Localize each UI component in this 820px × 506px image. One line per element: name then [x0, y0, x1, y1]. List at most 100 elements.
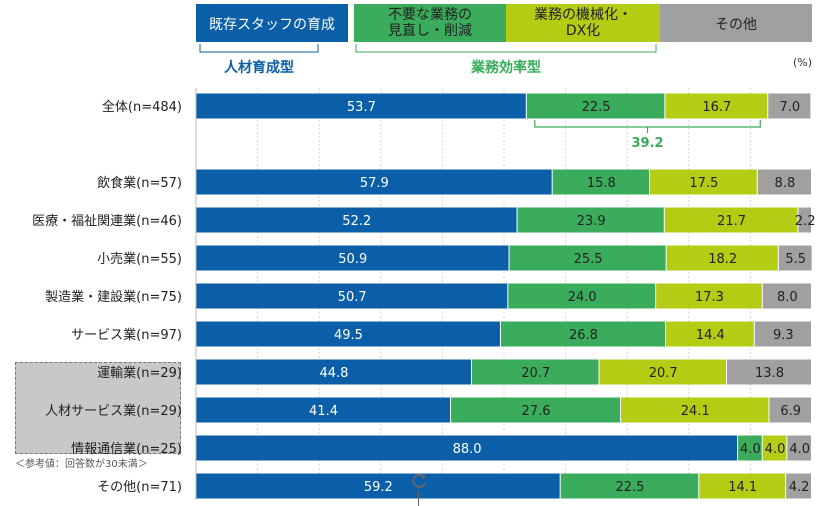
category-label: 全体(n=484): [102, 99, 182, 115]
category-label: 飲食業(n=57): [97, 175, 182, 191]
unit-label: (%): [793, 56, 812, 69]
value-label: 4.0: [765, 442, 786, 457]
bar-segment: [762, 283, 811, 309]
value-label: 8.8: [775, 176, 796, 191]
value-label: 5.5: [785, 252, 806, 267]
legend-label: その他: [715, 17, 757, 33]
value-label: 22.5: [615, 480, 644, 495]
value-label: 17.3: [695, 290, 724, 305]
bar-segment: [786, 473, 811, 499]
value-label: 27.6: [522, 404, 551, 419]
bar-segment: [649, 169, 757, 195]
bar-segment: [517, 207, 664, 233]
bar-segment: [526, 93, 665, 119]
legend-swatch: [196, 4, 348, 42]
bar-segment: [552, 169, 649, 195]
value-label: 20.7: [521, 366, 550, 381]
bar-segment: [196, 435, 738, 461]
value-label: 50.7: [338, 290, 367, 305]
value-label: 24.1: [681, 404, 710, 419]
value-label: 53.7: [347, 100, 376, 115]
legend-label: 見直し・削減: [388, 22, 472, 39]
bar-segment: [621, 397, 769, 423]
legend-label: DX化: [566, 23, 600, 39]
value-label: 49.5: [334, 328, 363, 343]
bar-segment: [768, 93, 811, 119]
value-label: 23.9: [577, 214, 606, 229]
category-label: 製造業・建設業(n=75): [45, 289, 182, 305]
bar-segment: [665, 93, 768, 119]
value-label: 4.0: [740, 442, 761, 457]
category-label: 人材サービス業(n=29): [45, 403, 182, 419]
reference-note: ＜参考値：回答数が30未満＞: [15, 459, 148, 470]
legend-label: 業務の機械化・: [534, 7, 632, 23]
bar-segment: [778, 245, 812, 271]
value-label: 16.7: [702, 100, 731, 115]
group-bracket: [199, 44, 319, 53]
category-label: 運輸業(n=29): [97, 365, 182, 381]
value-label: 20.7: [649, 366, 678, 381]
value-label: 26.8: [569, 328, 598, 343]
bar-segment: [196, 93, 526, 119]
bar-segment: [196, 359, 471, 385]
legend-label: 既存スタッフの育成: [209, 17, 335, 33]
bar-segment: [757, 169, 811, 195]
bar-segment: [509, 245, 666, 271]
cursor-stem: [418, 490, 419, 506]
category-label: サービス業(n=97): [71, 327, 182, 343]
value-label: 22.5: [582, 100, 611, 115]
legend-swatch: [660, 4, 812, 42]
bar-segment: [666, 245, 778, 271]
value-label: 15.8: [587, 176, 616, 191]
bar-segment: [508, 283, 656, 309]
bar-segment: [762, 435, 787, 461]
annotation-label: 39.2: [631, 136, 663, 151]
value-label: 13.8: [755, 366, 784, 381]
bar-segment: [726, 359, 811, 385]
bar-segment: [738, 435, 762, 461]
bar-segment: [196, 397, 451, 423]
value-label: 6.9: [780, 404, 801, 419]
category-label: 情報通信業(n=25): [71, 441, 182, 457]
value-label: 52.2: [342, 214, 371, 229]
value-label: 4.2: [789, 480, 810, 495]
group-label: 業務効率型: [470, 59, 541, 76]
bar-segment: [769, 397, 811, 423]
value-label: 18.2: [708, 252, 737, 267]
value-label: 44.8: [320, 366, 349, 381]
value-label: 88.0: [453, 442, 482, 457]
bar-segment: [196, 473, 560, 499]
bar-segment: [656, 283, 762, 309]
bar-segment: [451, 397, 621, 423]
value-label: 7.0: [779, 100, 800, 115]
legend-swatch: [354, 4, 506, 42]
bar-segment: [787, 435, 811, 461]
bar-segment: [471, 359, 599, 385]
bar-segment: [196, 321, 500, 347]
value-label: 59.2: [364, 480, 393, 495]
bar-segment: [196, 207, 517, 233]
value-label: 2.2: [795, 214, 816, 229]
value-label: 14.1: [728, 480, 757, 495]
category-label: 小売業(n=55): [97, 251, 182, 267]
bar-segment: [196, 245, 509, 271]
bar-segment: [754, 321, 811, 347]
legend-label: 不要な業務の: [388, 7, 472, 23]
annotation-bracket: [534, 120, 761, 133]
value-label: 57.9: [360, 176, 389, 191]
rotate-cursor-icon: [412, 473, 426, 488]
group-label: 人材育成型: [224, 59, 294, 76]
bar-segment: [599, 359, 726, 385]
value-label: 41.4: [309, 404, 338, 419]
reference-highlight-box: [15, 362, 181, 454]
category-label: 医療・福祉関連業(n=46): [32, 213, 182, 229]
value-label: 24.0: [568, 290, 597, 305]
bar-segment: [699, 473, 786, 499]
value-label: 14.4: [696, 328, 725, 343]
bar-segment: [798, 207, 811, 233]
group-bracket: [355, 44, 657, 53]
bar-segment: [664, 207, 798, 233]
bar-segment: [196, 169, 552, 195]
value-label: 21.7: [717, 214, 746, 229]
